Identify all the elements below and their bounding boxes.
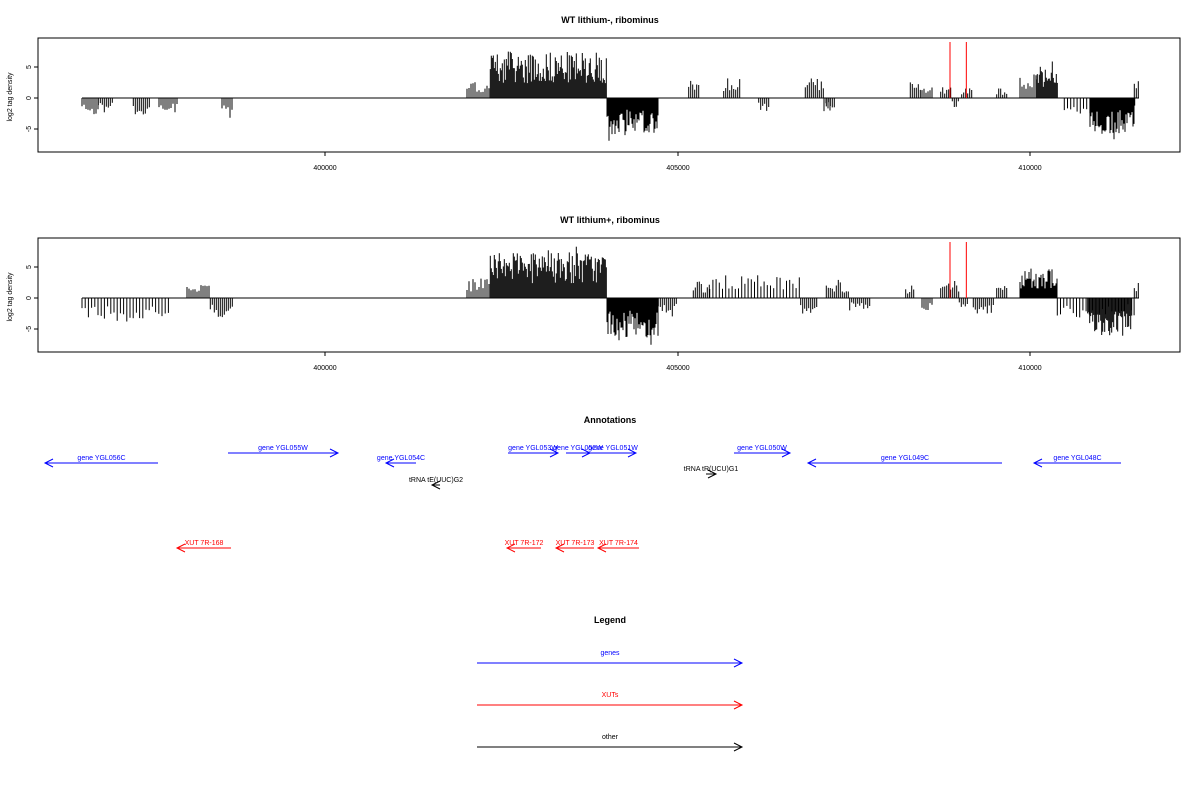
annotation-label: gene YGL053W — [508, 445, 558, 452]
plot-frame — [37, 237, 1181, 353]
annotation-label: gene YGL051W — [588, 445, 638, 452]
x-tick-label: 400000 — [313, 165, 336, 172]
arrow-head — [733, 742, 744, 752]
arrow-head — [806, 458, 817, 468]
annotation-label: XUT 7R-172 — [505, 540, 544, 547]
y-tick-label: 0 — [26, 296, 33, 300]
legend-entry: other — [477, 734, 744, 752]
annotation-label: gene YGL052W — [553, 445, 603, 452]
annotation-feature: XUT 7R-173 — [554, 540, 595, 553]
legend-items: genes XUTs other — [477, 650, 744, 752]
annotation-feature: XUT 7R-174 — [596, 540, 639, 553]
annotation-feature: gene YGL049C — [806, 455, 1002, 468]
x-tick-label: 405000 — [666, 165, 689, 172]
signal-bars — [81, 51, 1139, 141]
annotation-label: XUT 7R-174 — [599, 540, 638, 547]
x-tick-label: 400000 — [313, 365, 336, 372]
arrow-head — [1032, 458, 1043, 468]
annotation-label: tRNA tR(UCU)G1 — [684, 466, 739, 473]
annotation-feature: XUT 7R-168 — [175, 540, 231, 553]
x-axis: 400000 405000 410000 — [313, 152, 1042, 172]
annotation-feature: tRNA tR(UCU)G1 — [684, 466, 739, 479]
y-axis: -5 0 5 — [26, 265, 38, 332]
y-tick-label: 5 — [26, 265, 33, 269]
y-axis-label: log2 tag density — [7, 72, 14, 122]
arrow-head — [627, 448, 638, 458]
annotation-label: gene YGL056C — [77, 455, 125, 462]
track-title: WT lithium-, ribominus — [561, 15, 659, 25]
annotation-feature: gene YGL048C — [1032, 455, 1121, 468]
plot-frame — [37, 37, 1181, 153]
arrow-head — [175, 543, 186, 553]
annotation-feature: gene YGL053W — [508, 445, 560, 458]
x-tick-label: 410000 — [1018, 165, 1041, 172]
y-axis: -5 0 5 — [26, 65, 38, 132]
signal-bars — [81, 246, 1139, 345]
y-axis-label: log2 tag density — [7, 272, 14, 322]
annotation-label: XUT 7R-173 — [556, 540, 595, 547]
annotation-feature: XUT 7R-172 — [505, 540, 544, 553]
y-tick-label: 5 — [26, 65, 33, 69]
arrow-head — [549, 448, 560, 458]
track-title: WT lithium+, ribominus — [560, 215, 660, 225]
arrow-head — [596, 543, 607, 553]
annotation-label: gene YGL049C — [881, 455, 929, 462]
y-tick-label: -5 — [26, 326, 33, 332]
annotations-title: Annotations — [584, 415, 637, 425]
arrow-head — [554, 543, 565, 553]
y-tick-label: -5 — [26, 126, 33, 132]
annotation-feature: gene YGL051W — [588, 445, 638, 458]
annotation-feature: gene YGL055W — [228, 445, 340, 458]
annotation-items: gene YGL056C gene YGL055W gene YGL054C tRNA… — [43, 445, 1121, 553]
x-tick-label: 405000 — [666, 365, 689, 372]
arrow-head — [329, 448, 340, 458]
annotation-feature: tRNA tE(UUC)G2 — [409, 477, 463, 490]
track-panel-lithium-plus: WT lithium+, ribominus log2 tag density … — [7, 215, 1181, 372]
arrow-head — [733, 658, 744, 668]
annotation-label: gene YGL050W — [737, 445, 787, 452]
legend-entry: XUTs — [477, 692, 744, 710]
annotation-label: gene YGL055W — [258, 445, 308, 452]
annotation-label: gene YGL054C — [377, 455, 425, 462]
arrow-head — [707, 469, 718, 479]
y-tick-label: 0 — [26, 96, 33, 100]
legend-label: other — [602, 734, 619, 741]
arrow-head — [781, 448, 792, 458]
annotation-feature: gene YGL054C — [377, 455, 425, 468]
legend-label: genes — [600, 650, 620, 657]
annotation-label: tRNA tE(UUC)G2 — [409, 477, 463, 484]
x-tick-label: 410000 — [1018, 365, 1041, 372]
arrow-head — [43, 458, 54, 468]
arrow-head — [505, 543, 516, 553]
annotation-label: gene YGL048C — [1053, 455, 1101, 462]
legend-title: Legend — [594, 615, 626, 625]
annotation-label: XUT 7R-168 — [185, 540, 224, 547]
marker-lines — [949, 242, 967, 298]
annotation-feature: gene YGL050W — [734, 445, 792, 458]
marker-lines — [949, 42, 967, 98]
x-axis: 400000 405000 410000 — [313, 352, 1042, 372]
arrow-head — [384, 458, 395, 468]
legend-section: Legend genes XUTs other — [477, 615, 744, 752]
legend-label: XUTs — [602, 692, 619, 699]
track-panel-lithium-minus: WT lithium-, ribominus log2 tag density … — [7, 15, 1181, 172]
arrow-head — [733, 700, 744, 710]
arrow-head — [430, 480, 441, 490]
annotation-feature: gene YGL056C — [43, 455, 158, 468]
legend-entry: genes — [477, 650, 744, 668]
